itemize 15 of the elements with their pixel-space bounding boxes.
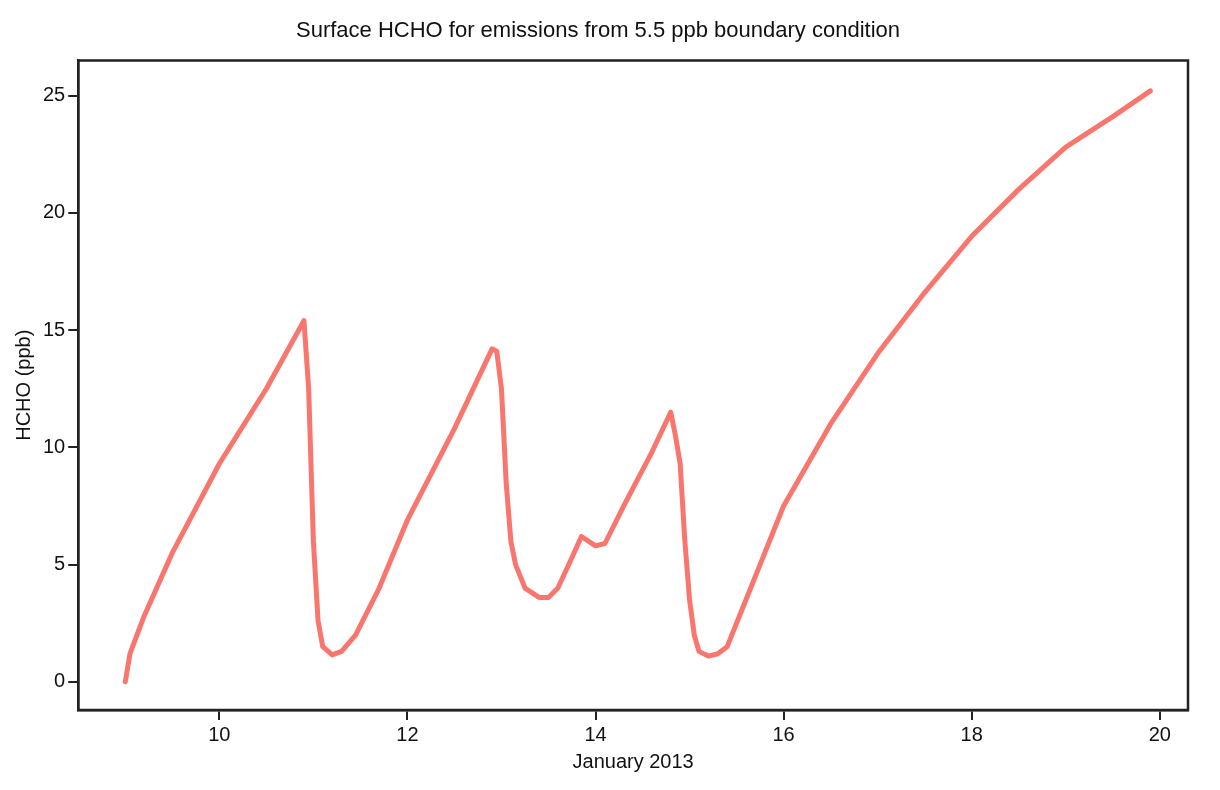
x-axis-title: January 2013 bbox=[572, 749, 694, 772]
y-tick-label: 10 bbox=[43, 434, 66, 457]
y-tick-label: 25 bbox=[43, 83, 66, 106]
chart-title: Surface HCHO for emissions from 5.5 ppb boundary condition bbox=[295, 17, 901, 43]
y-tick-label: 15 bbox=[43, 317, 66, 340]
x-tick-label: 16 bbox=[772, 722, 795, 745]
x-tick-label: 18 bbox=[960, 722, 983, 745]
x-tick-label: 10 bbox=[208, 722, 231, 745]
x-tick-label: 14 bbox=[584, 722, 607, 745]
y-tick-label: 5 bbox=[54, 552, 66, 575]
x-tick-label: 20 bbox=[1148, 722, 1171, 745]
y-tick-label: 20 bbox=[43, 200, 66, 223]
y-axis-title: HCHO (ppb) bbox=[11, 329, 34, 441]
x-tick-label: 12 bbox=[396, 722, 419, 745]
y-tick-label: 0 bbox=[54, 669, 66, 692]
